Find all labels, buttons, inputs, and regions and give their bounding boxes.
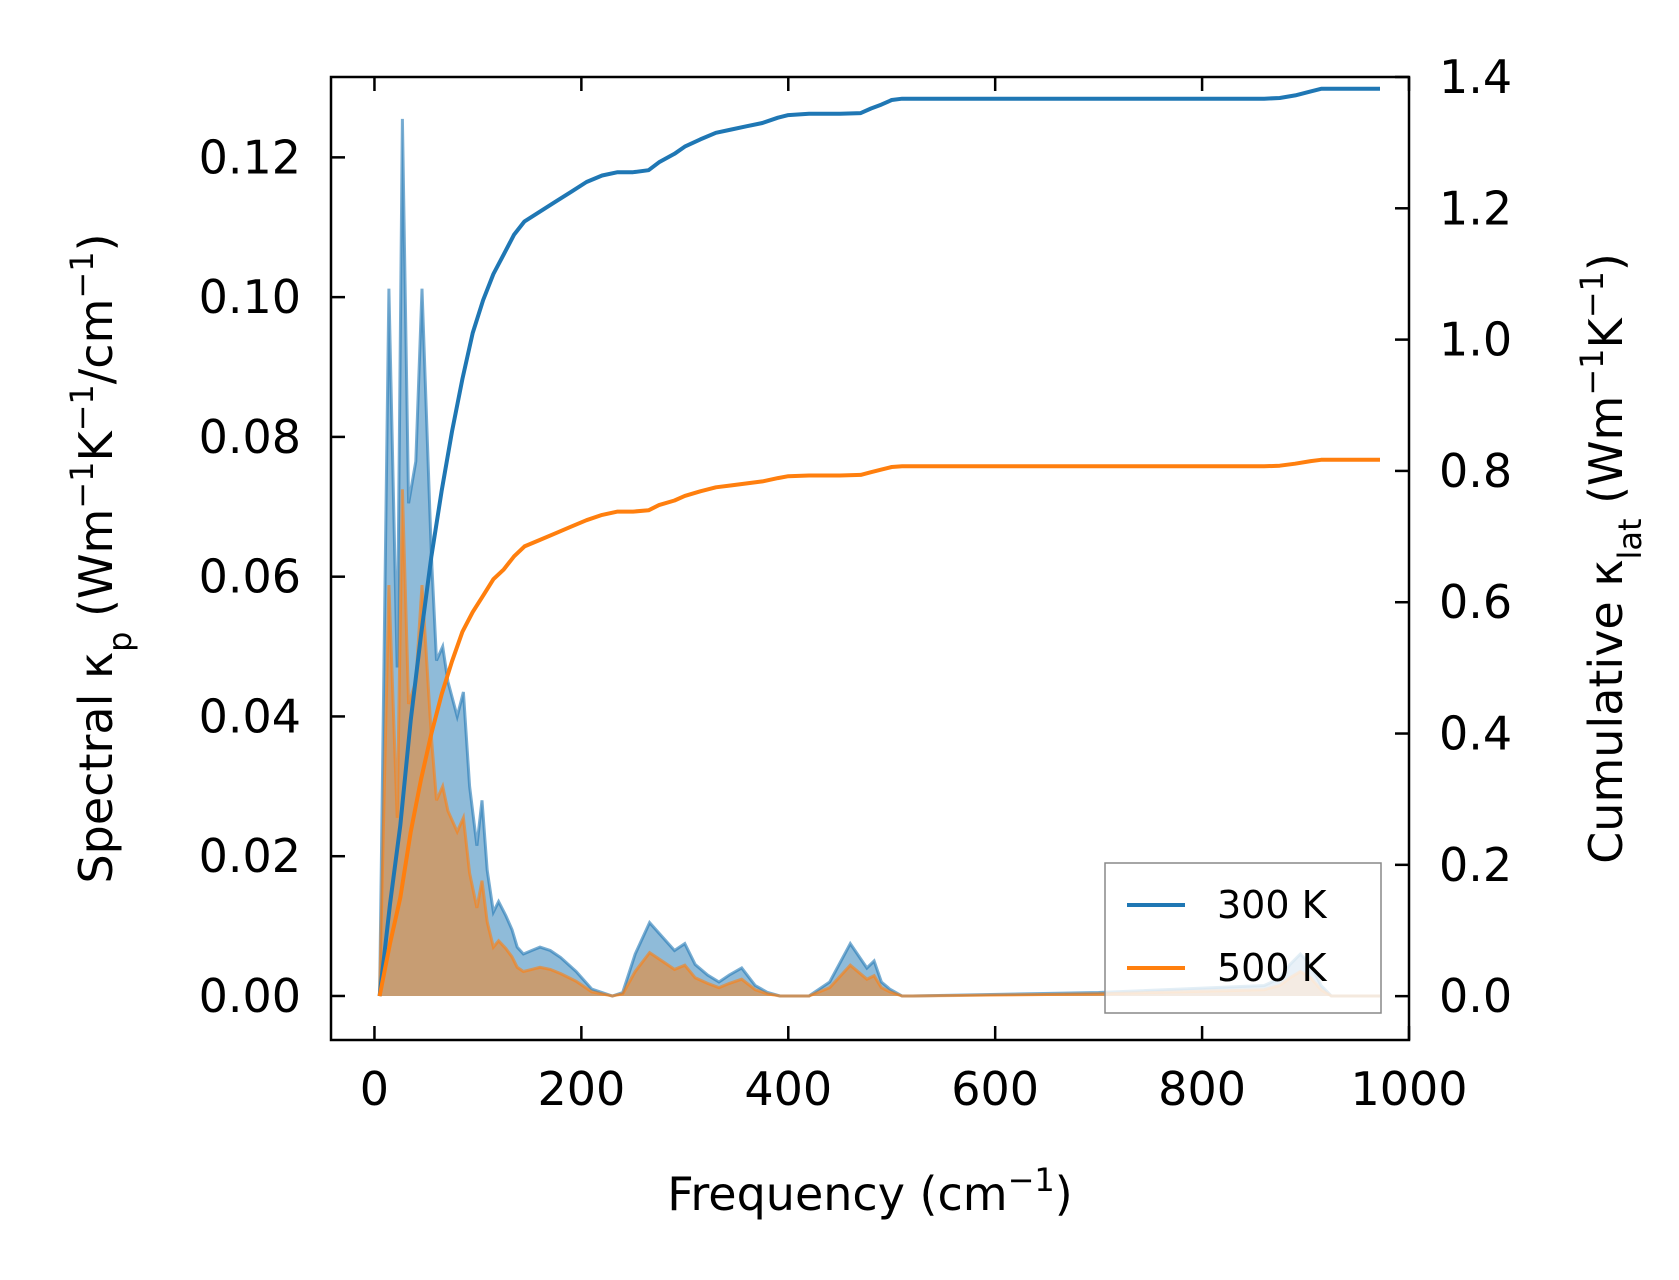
y-left-tick-label: 0.08 [199,410,301,464]
x-tick-label: 200 [537,1062,625,1116]
cumulative-line-300-k [377,86,1380,997]
y-right-tick-label: 0.4 [1439,707,1512,761]
plot-frame [329,75,1411,1042]
legend-box [1104,862,1382,1014]
y-left-tick-label: 0.10 [199,270,301,324]
x-tick-label: 800 [1158,1062,1246,1116]
x-tick-label: 1000 [1350,1062,1467,1116]
y-left-tick-label: 0.12 [199,130,301,184]
x-axis-title: Frequency (cm−1) [667,1161,1072,1221]
cumulative-line-500-k [377,457,1380,997]
legend: 300 K 500 K [1104,862,1382,1014]
legend-label-300-k: 300 K [1217,883,1328,927]
y-left-tick-label: 0.06 [199,550,301,604]
legend-label-500-k: 500 K [1217,946,1328,990]
y-left-axis-title: Spectral κp (Wm−1K−1/cm−1) [63,233,139,883]
x-tick-label: 400 [744,1062,832,1116]
x-tick-label: 600 [951,1062,1039,1116]
y-right-tick-label: 1.2 [1439,181,1512,235]
y-left-tick-label: 0.00 [199,969,301,1023]
y-right-tick-label: 0.0 [1439,969,1512,1023]
y-right-axis-title: Cumulative κlat (Wm−1K−1) [1573,253,1649,864]
y-right-tick-label: 1.0 [1439,313,1512,367]
y-right-tick-label: 0.6 [1439,575,1512,629]
y-right-tick-label: 0.8 [1439,444,1512,498]
spectral-line-500-k [378,489,1380,998]
y-right-tick-label: 0.2 [1439,838,1512,892]
y-left-tick-label: 0.02 [199,829,301,883]
cumulative-lines [377,86,1380,997]
y-right-tick-label: 1.4 [1439,50,1512,104]
axes: 0 200 400 600 800 1000 0.00 0.02 0.04 0.06 0.08 0.1… [63,50,1649,1221]
y-left-tick-label: 0.04 [199,689,301,743]
spectral-fills [378,118,1381,998]
x-tick-label: 0 [360,1062,389,1116]
spectral-fill-500-k [379,489,1381,996]
